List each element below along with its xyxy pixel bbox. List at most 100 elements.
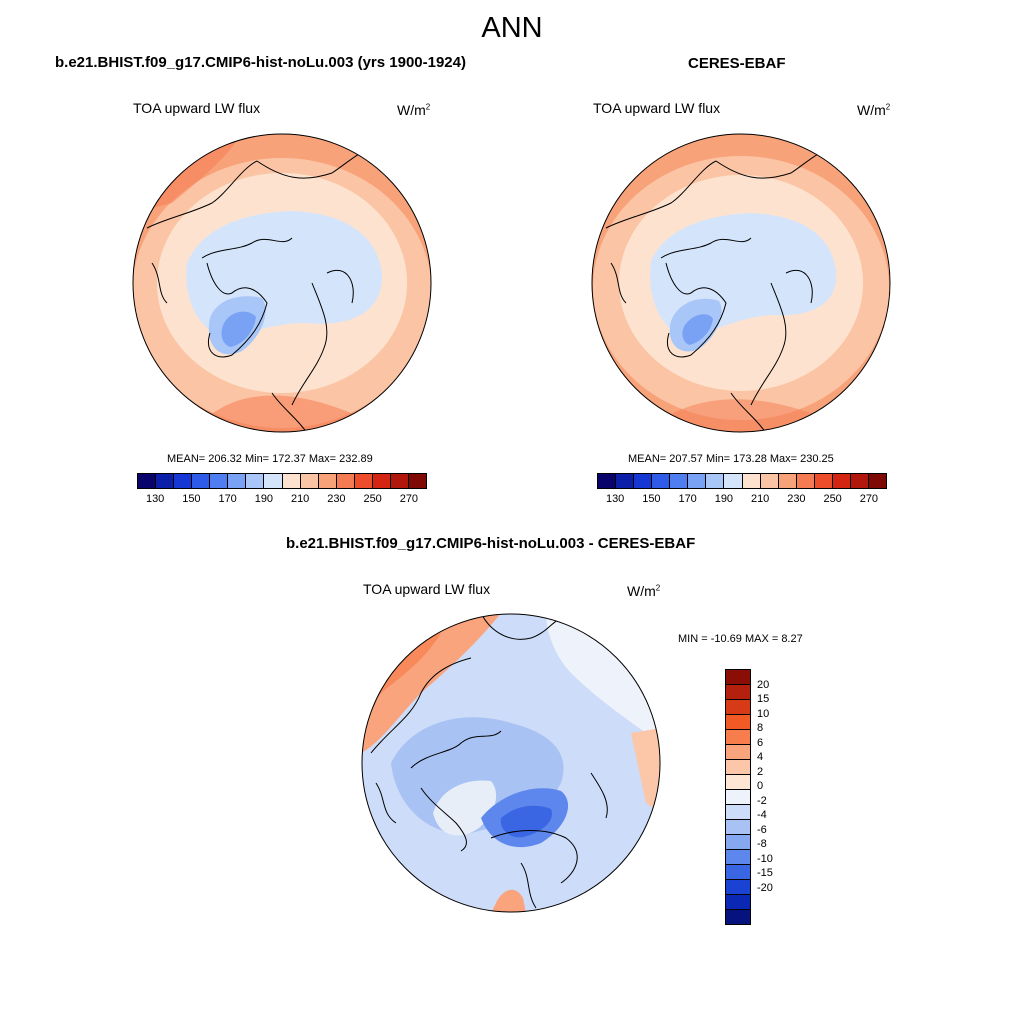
colorbar-swatch: [354, 474, 373, 488]
colorbar-swatch: [652, 474, 671, 488]
panel1-polar-map: [132, 133, 432, 433]
colorbar-swatch: [228, 474, 247, 488]
colorbar-tick-label: 270: [859, 493, 879, 505]
colorbar-tick-label: 8: [757, 722, 764, 734]
panel3-field-siberia-core: [500, 805, 552, 838]
colorbar-swatch: [726, 790, 750, 805]
colorbar-swatch: [706, 474, 725, 488]
colorbar-tick-label: 270: [399, 493, 419, 505]
colorbar-swatch: [264, 474, 283, 488]
colorbar-swatch: [726, 670, 750, 685]
colorbar-tick-label: -6: [757, 823, 767, 836]
panel3-colorbar: [725, 669, 751, 925]
colorbar-tick-label: 6: [757, 736, 764, 749]
panel1-title: b.e21.BHIST.f09_g17.CMIP6-hist-noLu.003 …: [55, 54, 466, 71]
colorbar-swatch: [300, 474, 319, 488]
colorbar-swatch: [616, 474, 635, 488]
colorbar-swatch: [408, 474, 426, 488]
colorbar-tick-label: 2: [757, 765, 764, 778]
colorbar-tick-label: 20: [757, 678, 770, 691]
colorbar-swatch: [282, 474, 301, 488]
colorbar-swatch: [726, 865, 750, 880]
panel3-variable-label: TOA upward LW flux: [363, 581, 491, 597]
colorbar-tick-label: -2: [757, 794, 767, 807]
colorbar-swatch: [726, 715, 750, 730]
panel2-coastlines: [605, 147, 832, 432]
panel1-colorbar: [137, 473, 427, 489]
colorbar-tick-label: 170: [678, 493, 697, 505]
colorbar-swatch: [868, 474, 886, 488]
colorbar-swatch: [726, 895, 750, 910]
panel1-units: W/m2: [397, 102, 431, 118]
colorbar-tick-label: 150: [182, 493, 201, 505]
panel1-variable-label: TOA upward LW flux: [133, 100, 261, 116]
colorbar-tick-label: 190: [254, 493, 274, 505]
panel3-field-greenland-neutral: [433, 780, 497, 836]
colorbar-swatch: [814, 474, 833, 488]
colorbar-swatch: [726, 730, 750, 745]
colorbar-tick-label: 250: [363, 493, 382, 505]
panel3-stats: MIN = -10.69 MAX = 8.27: [678, 633, 803, 645]
colorbar-swatch: [724, 474, 743, 488]
panel3-polar-map: [361, 613, 661, 913]
panel3-colorbar-labels: 20 15 10 8 6 4 2 0 -2 -4 -6 -8 -10 -15 -20: [757, 669, 797, 914]
colorbar-swatch: [796, 474, 815, 488]
colorbar-swatch: [726, 850, 750, 865]
colorbar-tick-label: 210: [290, 493, 310, 505]
colorbar-swatch: [156, 474, 175, 488]
panel2-polar-map: [591, 133, 891, 433]
colorbar-swatch: [210, 474, 229, 488]
colorbar-tick-label: 250: [823, 493, 842, 505]
colorbar-swatch: [726, 745, 750, 760]
panel3-coastlines: [370, 614, 608, 909]
colorbar-tick-label: 0: [757, 780, 764, 792]
colorbar-swatch: [726, 835, 750, 850]
colorbar-swatch: [726, 910, 750, 924]
colorbar-swatch: [246, 474, 265, 488]
colorbar-tick-label: 150: [642, 493, 661, 505]
colorbar-swatch: [760, 474, 779, 488]
panel2-units: W/m2: [857, 102, 891, 118]
colorbar-swatch: [318, 474, 337, 488]
colorbar-swatch: [634, 474, 653, 488]
colorbar-swatch: [778, 474, 797, 488]
colorbar-swatch: [192, 474, 211, 488]
panel2-title: CERES-EBAF: [688, 55, 786, 72]
colorbar-tick-label: -8: [757, 838, 767, 850]
colorbar-tick-label: 130: [145, 493, 165, 505]
colorbar-swatch: [850, 474, 869, 488]
panel2-colorbar: [597, 473, 887, 489]
panel1-coastlines: [146, 147, 373, 432]
colorbar-tick-label: 4: [757, 751, 764, 763]
colorbar-tick-label: -10: [757, 852, 773, 865]
panel3-title: b.e21.BHIST.f09_g17.CMIP6-hist-noLu.003 …: [286, 535, 696, 552]
colorbar-swatch: [726, 685, 750, 700]
colorbar-swatch: [726, 760, 750, 775]
panel3-units: W/m2: [627, 583, 661, 599]
colorbar-swatch: [726, 700, 750, 715]
colorbar-swatch: [726, 775, 750, 790]
panel2-stats: MEAN= 207.57 Min= 173.28 Max= 230.25: [628, 453, 834, 465]
panel2-variable-label: TOA upward LW flux: [593, 100, 721, 116]
colorbar-swatch: [832, 474, 851, 488]
colorbar-tick-label: 10: [757, 707, 770, 720]
panel1-stats: MEAN= 206.32 Min= 172.37 Max= 232.89: [167, 453, 373, 465]
colorbar-tick-label: 230: [787, 493, 806, 505]
colorbar-swatch: [372, 474, 391, 488]
colorbar-swatch: [688, 474, 707, 488]
panel3-field-east-warm: [631, 728, 660, 813]
panel3-field-south-warm: [491, 889, 526, 912]
panel2-field-greenland-core: [682, 314, 713, 345]
figure-title: ANN: [481, 12, 543, 44]
panel1-colorbar-ticks: 130 150 170 190 210 230 250 270: [137, 493, 427, 507]
colorbar-tick-label: -20: [757, 881, 773, 894]
colorbar-swatch: [726, 880, 750, 895]
colorbar-swatch: [726, 820, 750, 835]
colorbar-swatch: [742, 474, 761, 488]
colorbar-tick-label: 230: [327, 493, 346, 505]
colorbar-swatch: [336, 474, 355, 488]
panel2-colorbar-ticks: 130 150 170 190 210 230 250 270: [597, 493, 887, 507]
colorbar-swatch: [598, 474, 617, 488]
colorbar-tick-label: -15: [757, 867, 773, 879]
colorbar-swatch: [670, 474, 689, 488]
